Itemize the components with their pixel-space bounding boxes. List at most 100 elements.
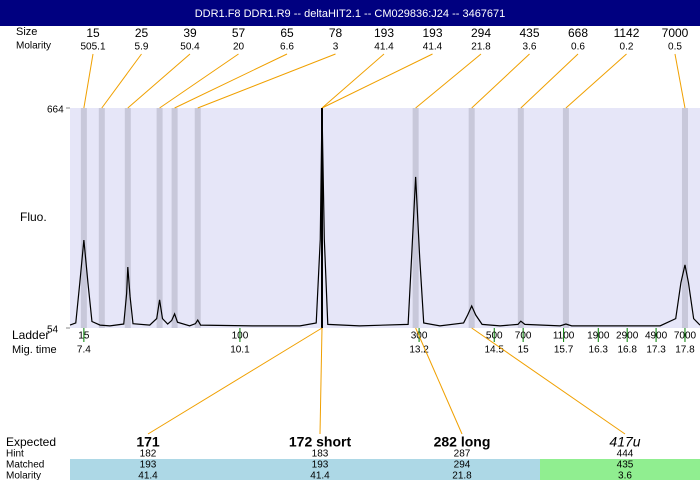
ladder-mig-time: 13.2 — [409, 345, 429, 356]
hint-size: 444 — [617, 449, 634, 460]
ladder-size: 500 — [486, 331, 503, 342]
result-connector — [147, 327, 323, 435]
ladder-row-label: Ladder — [12, 328, 49, 342]
peak-size: 193 — [374, 26, 394, 40]
ladder-size: 2900 — [616, 331, 639, 342]
peak-row-label: Molarity — [16, 41, 51, 52]
peak-size: 294 — [471, 26, 491, 40]
peak-connector — [127, 53, 191, 109]
y-label: Fluo. — [20, 210, 47, 224]
peak-molarity: 41.4 — [423, 42, 443, 53]
peak-band — [124, 108, 131, 328]
peak-band — [562, 108, 569, 328]
peak-connector — [174, 53, 288, 109]
expected-size: 171 — [136, 434, 160, 450]
ladder-mig-time: 17.8 — [675, 345, 695, 356]
peak-size: 25 — [135, 26, 149, 40]
peak-size: 39 — [183, 26, 197, 40]
peak-molarity: 50.4 — [180, 42, 200, 53]
peak-size: 15 — [86, 26, 100, 40]
ladder-size: 1100 — [553, 331, 575, 342]
y-tick-label: 54 — [47, 325, 59, 336]
peak-molarity: 505.1 — [80, 42, 105, 53]
result-connector — [319, 327, 323, 435]
y-tick-label: 664 — [47, 105, 64, 116]
matched-molarity: 21.8 — [452, 471, 472, 480]
matched-size: 435 — [617, 460, 634, 471]
peak-connector — [321, 53, 433, 109]
expected-size: 172 short — [289, 434, 352, 450]
ladder-size: 100 — [232, 331, 249, 342]
peak-connector — [565, 53, 627, 109]
peak-size: 65 — [280, 26, 294, 40]
peak-connector — [520, 53, 579, 109]
peak-size: 193 — [422, 26, 442, 40]
ladder-mig-time: 14.5 — [485, 345, 505, 356]
peak-molarity: 5.9 — [135, 42, 149, 53]
ladder-size: 700 — [515, 331, 532, 342]
ladder-mig-time: 17.3 — [646, 345, 666, 356]
results-row-label: Expected — [6, 435, 56, 449]
peak-molarity: 41.4 — [374, 42, 394, 53]
peak-molarity: 21.8 — [471, 42, 491, 53]
results-row-label: Hint — [6, 449, 24, 460]
result-cell — [406, 459, 540, 480]
result-cell — [540, 459, 700, 480]
peak-connector — [197, 53, 336, 109]
peak-band — [517, 108, 524, 328]
result-cell — [234, 459, 406, 480]
trace — [69, 107, 700, 327]
results-row-label: Molarity — [6, 471, 41, 480]
hint-size: 287 — [454, 449, 471, 460]
expected-size: 282 long — [434, 434, 491, 450]
peak-molarity: 0.6 — [571, 42, 585, 53]
matched-size: 193 — [312, 460, 329, 471]
peak-size: 78 — [329, 26, 343, 40]
ladder-row-label: Mig. time — [12, 344, 57, 356]
results-row-label: Matched — [6, 460, 44, 471]
peak-molarity: 6.6 — [280, 42, 294, 53]
peak-size: 1142 — [614, 26, 640, 40]
peak-molarity: 3.6 — [523, 42, 537, 53]
plot-area — [70, 108, 700, 328]
peak-connector — [83, 53, 94, 109]
ladder-size: 4900 — [645, 331, 668, 342]
ladder-mig-time: 15.7 — [554, 345, 574, 356]
peak-size: 57 — [232, 26, 246, 40]
result-connector — [415, 327, 463, 435]
hint-size: 182 — [140, 449, 157, 460]
peak-molarity: 0.5 — [668, 42, 682, 53]
peak-connector — [415, 53, 482, 109]
ladder-size: 15 — [78, 331, 90, 342]
matched-size: 294 — [454, 460, 471, 471]
peak-connector — [101, 53, 142, 109]
peak-band — [194, 108, 201, 328]
peak-band — [412, 108, 419, 328]
ladder-size: 1900 — [587, 331, 610, 342]
peak-molarity: 20 — [233, 42, 245, 53]
title-bar — [0, 0, 700, 26]
ladder-mig-time: 15 — [518, 345, 530, 356]
matched-molarity: 41.4 — [310, 471, 330, 480]
peak-band — [468, 108, 475, 328]
peak-row-label: Size — [16, 26, 37, 38]
matched-molarity: 41.4 — [138, 471, 158, 480]
peak-band — [681, 108, 688, 328]
peak-band — [80, 108, 87, 328]
ladder-mig-time: 16.3 — [589, 345, 609, 356]
peak-size: 7000 — [662, 26, 689, 40]
ladder-size: 7000 — [674, 331, 697, 342]
ladder-mig-time: 7.4 — [77, 345, 91, 356]
expected-size: 417u — [609, 434, 640, 450]
peak-band — [321, 108, 323, 328]
peak-connector — [159, 53, 239, 109]
peak-connector — [674, 53, 686, 109]
peak-size: 435 — [519, 26, 539, 40]
peak-connector — [321, 53, 385, 109]
ladder-mig-time: 10.1 — [230, 345, 250, 356]
matched-molarity: 3.6 — [618, 471, 632, 480]
peak-band — [156, 108, 163, 328]
peak-band — [171, 108, 178, 328]
peak-connector — [471, 53, 530, 109]
